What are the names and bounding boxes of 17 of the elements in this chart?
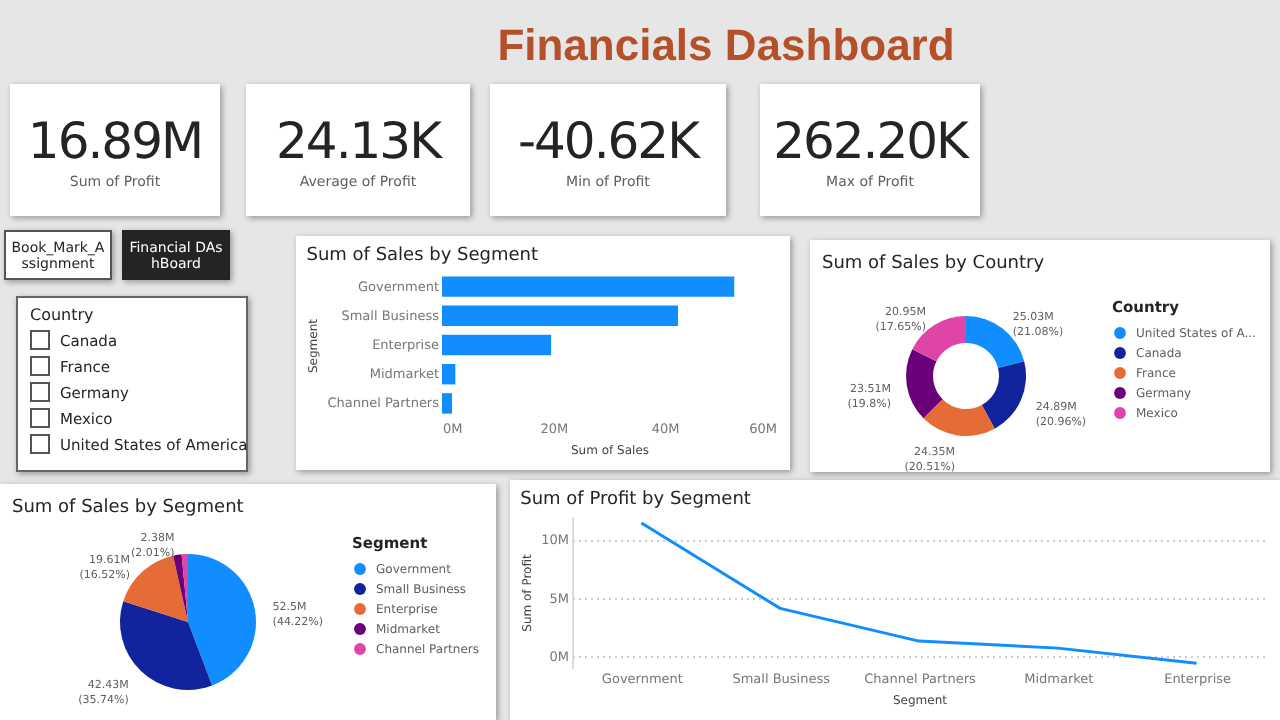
donut-slice [981,361,1026,429]
pie-slice [181,554,188,622]
chart-title: Sum of Sales by Country [822,254,1046,274]
pie-slice [173,554,188,622]
pie-slice [188,554,256,686]
text: Country [30,306,96,324]
donut-slice [923,399,995,436]
donut-slice [906,349,943,419]
chart-title: Sum of Sales by Segment [306,246,540,266]
line-series [639,521,1199,665]
chart-title: Sum of Sales by Segment [12,498,245,518]
text: 262.20K [771,112,972,170]
text: 24.13K [274,112,445,170]
text: 16.89M [25,112,205,170]
text: Financials Dashboard [495,20,957,72]
chart-title: Sum of Profit by Segment [520,490,752,510]
text: -40.62K [516,112,703,170]
